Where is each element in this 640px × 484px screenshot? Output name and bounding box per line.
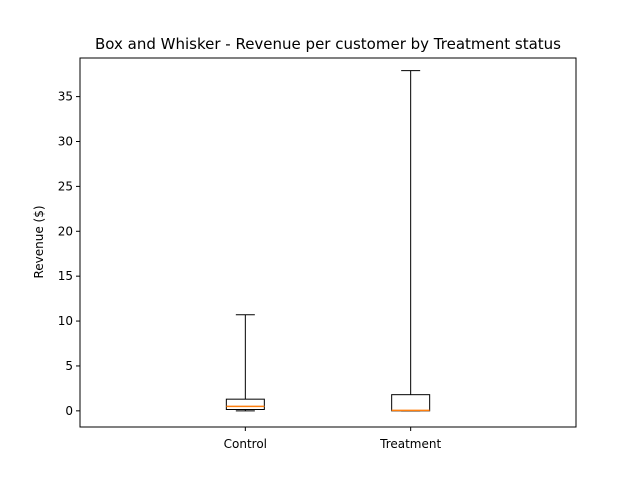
- x-tick-label: Control: [224, 437, 267, 451]
- plot-frame: [79, 57, 577, 428]
- y-tick-label: 25: [58, 179, 73, 193]
- y-tick-label: 0: [65, 404, 73, 418]
- chart-title: Box and Whisker - Revenue per customer b…: [95, 35, 561, 53]
- y-tick-label: 5: [65, 359, 73, 373]
- x-tick-label: Treatment: [379, 437, 441, 451]
- y-axis-label: Revenue ($): [32, 205, 46, 278]
- iqr-box: [225, 398, 265, 410]
- marks-layer: 0 5 10 15 20 25 30 35 Control Treatment: [58, 70, 441, 451]
- y-tick-label: 30: [58, 134, 73, 148]
- y-tick-label: 10: [58, 314, 73, 328]
- y-tick-label: 35: [58, 90, 73, 104]
- y-tick-label: 15: [58, 269, 73, 283]
- y-tick-label: 20: [58, 224, 73, 238]
